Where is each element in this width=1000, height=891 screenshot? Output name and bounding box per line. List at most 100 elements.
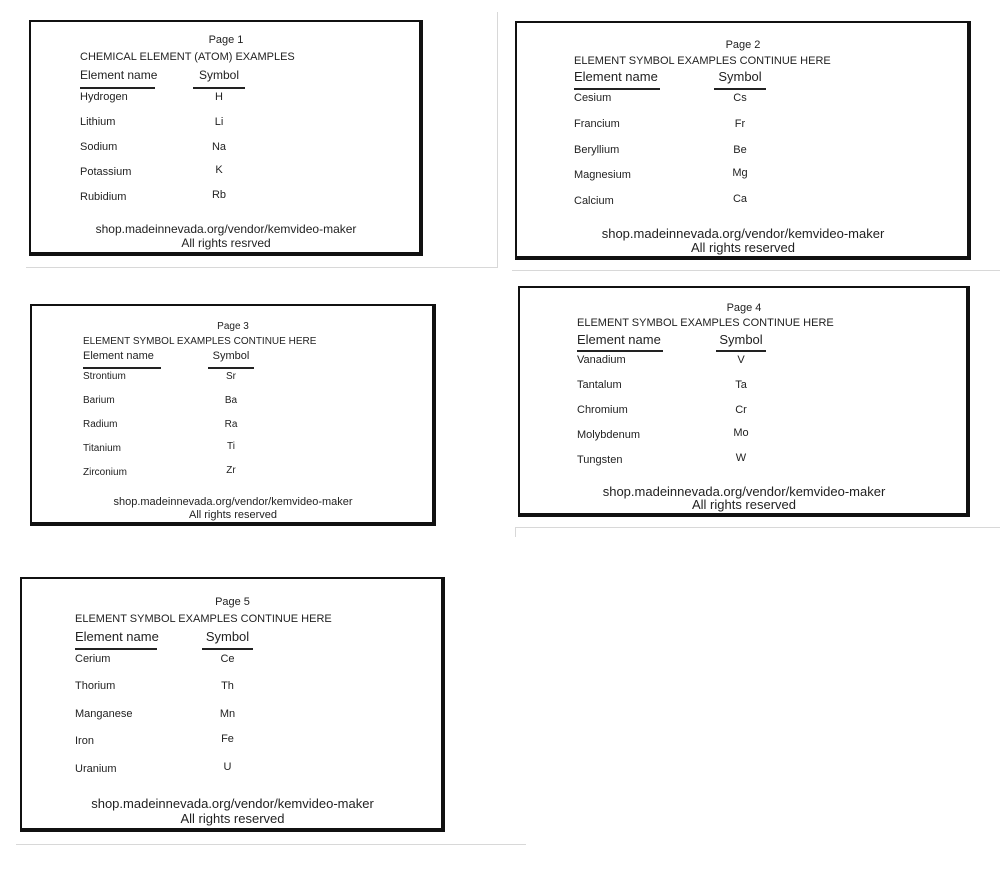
element-name: Potassium	[80, 165, 132, 178]
page-number: Page 1	[208, 33, 244, 46]
header-underline	[83, 367, 161, 369]
element-name: Radium	[83, 418, 118, 430]
page-frame-divider	[512, 270, 1000, 271]
page-number: Page 2	[725, 38, 761, 51]
page-title: ELEMENT SYMBOL EXAMPLES CONTINUE HERE	[75, 612, 332, 625]
header-underline	[208, 367, 254, 369]
element-name: Vanadium	[577, 353, 626, 366]
column-header-name: Element name	[80, 68, 158, 83]
footer-url: shop.madeinnevada.org/vendor/kemvideo-ma…	[601, 225, 885, 241]
element-name: Calcium	[574, 195, 614, 208]
element-name: Manganese	[75, 707, 133, 720]
element-name: Titanium	[83, 442, 121, 454]
header-underline	[714, 88, 766, 90]
element-symbol: Na	[211, 140, 227, 153]
page-card-4: Page 4 ELEMENT SYMBOL EXAMPLES CONTINUE H…	[518, 286, 970, 517]
element-name: Lithium	[80, 115, 116, 128]
element-name: Thorium	[75, 680, 116, 693]
column-header-name: Element name	[75, 628, 159, 644]
column-header-name: Element name	[577, 331, 661, 347]
element-symbol: Th	[221, 680, 234, 693]
header-underline	[80, 87, 155, 89]
element-name: Tungsten	[577, 453, 623, 466]
column-header-symbol: Symbol	[212, 349, 250, 362]
footer-rights: All rights resrved	[181, 236, 271, 251]
element-name: Chromium	[577, 403, 628, 416]
element-symbol: U	[223, 760, 232, 773]
page-number: Page 5	[215, 595, 250, 608]
element-symbol: Fe	[221, 733, 234, 746]
page-title: ELEMENT SYMBOL EXAMPLES CONTINUE HERE	[83, 335, 317, 347]
column-header-name: Element name	[574, 68, 658, 84]
element-symbol: Ta	[735, 378, 747, 391]
element-symbol: Sr	[226, 370, 236, 382]
footer-rights: All rights reserved	[691, 496, 797, 512]
footer-url: shop.madeinnevada.org/vendor/kemvideo-ma…	[602, 483, 886, 499]
column-header-name: Element name	[83, 349, 154, 362]
footer-url: shop.madeinnevada.org/vendor/kemvideo-ma…	[91, 795, 374, 811]
footer-url: shop.madeinnevada.org/vendor/kemvideo-ma…	[113, 495, 353, 508]
footer-rights: All rights reserved	[180, 810, 285, 826]
element-symbol: H	[215, 90, 223, 103]
page-frame-divider	[26, 267, 498, 268]
element-symbol: Ti	[227, 440, 235, 452]
element-symbol: Mg	[732, 167, 748, 180]
footer-url: shop.madeinnevada.org/vendor/kemvideo-ma…	[95, 222, 357, 237]
element-name: Barium	[83, 394, 115, 406]
page-card-5: Page 5 ELEMENT SYMBOL EXAMPLES CONTINUE H…	[20, 577, 445, 832]
element-symbol: Mo	[733, 426, 749, 439]
element-name: Molybdenum	[577, 428, 640, 441]
footer-rights: All rights reserved	[188, 508, 278, 521]
header-underline	[202, 648, 253, 650]
element-name: Sodium	[80, 140, 118, 153]
element-symbol: Be	[733, 143, 747, 156]
header-underline	[574, 88, 660, 90]
element-symbol: Zr	[226, 464, 236, 476]
element-symbol: Li	[214, 115, 224, 128]
header-underline	[716, 350, 766, 352]
header-underline	[193, 87, 245, 89]
element-name: Tantalum	[577, 378, 622, 391]
element-name: Rubidium	[80, 190, 127, 203]
element-name: Zirconium	[83, 466, 127, 478]
element-symbol: Mn	[219, 707, 236, 720]
page-frame-divider	[16, 844, 526, 845]
page-title: ELEMENT SYMBOL EXAMPLES CONTINUE HERE	[577, 316, 834, 329]
column-header-symbol: Symbol	[718, 68, 762, 84]
element-symbol: K	[215, 163, 223, 176]
page-number: Page 3	[217, 320, 249, 332]
column-header-symbol: Symbol	[205, 628, 250, 644]
element-name: Uranium	[75, 762, 117, 775]
page-frame-divider	[515, 527, 516, 537]
element-name: Cerium	[75, 652, 111, 665]
element-symbol: Cr	[735, 403, 747, 416]
element-name: Strontium	[83, 370, 126, 382]
element-name: Francium	[574, 117, 620, 130]
element-symbol: Fr	[734, 117, 746, 130]
element-symbol: V	[737, 353, 745, 366]
element-symbol: Rb	[211, 188, 227, 201]
page-title: CHEMICAL ELEMENT (ATOM) EXAMPLES	[80, 50, 295, 63]
page-card-3: Page 3 ELEMENT SYMBOL EXAMPLES CONTINUE H…	[30, 304, 436, 526]
element-name: Beryllium	[574, 143, 620, 156]
page-card-1: Page 1 CHEMICAL ELEMENT (ATOM) EXAMPLES El…	[29, 20, 423, 256]
element-name: Hydrogen	[80, 90, 128, 103]
element-name: Cesium	[574, 91, 612, 104]
column-header-symbol: Symbol	[198, 68, 240, 83]
page-number: Page 4	[726, 301, 762, 314]
column-header-symbol: Symbol	[719, 331, 763, 347]
element-name: Iron	[75, 735, 94, 748]
page-frame-divider	[497, 12, 498, 268]
page-card-2: Page 2 ELEMENT SYMBOL EXAMPLES CONTINUE H…	[515, 21, 971, 260]
page-title: ELEMENT SYMBOL EXAMPLES CONTINUE HERE	[574, 54, 831, 67]
element-symbol: W	[735, 451, 747, 464]
footer-rights: All rights reserved	[690, 239, 796, 255]
element-name: Magnesium	[574, 169, 631, 182]
element-symbol: Ce	[220, 652, 235, 665]
element-symbol: Ra	[224, 418, 238, 430]
header-underline	[577, 350, 663, 352]
header-underline	[75, 648, 157, 650]
element-symbol: Ba	[224, 394, 238, 406]
element-symbol: Cs	[733, 91, 747, 104]
element-symbol: Ca	[732, 193, 748, 206]
